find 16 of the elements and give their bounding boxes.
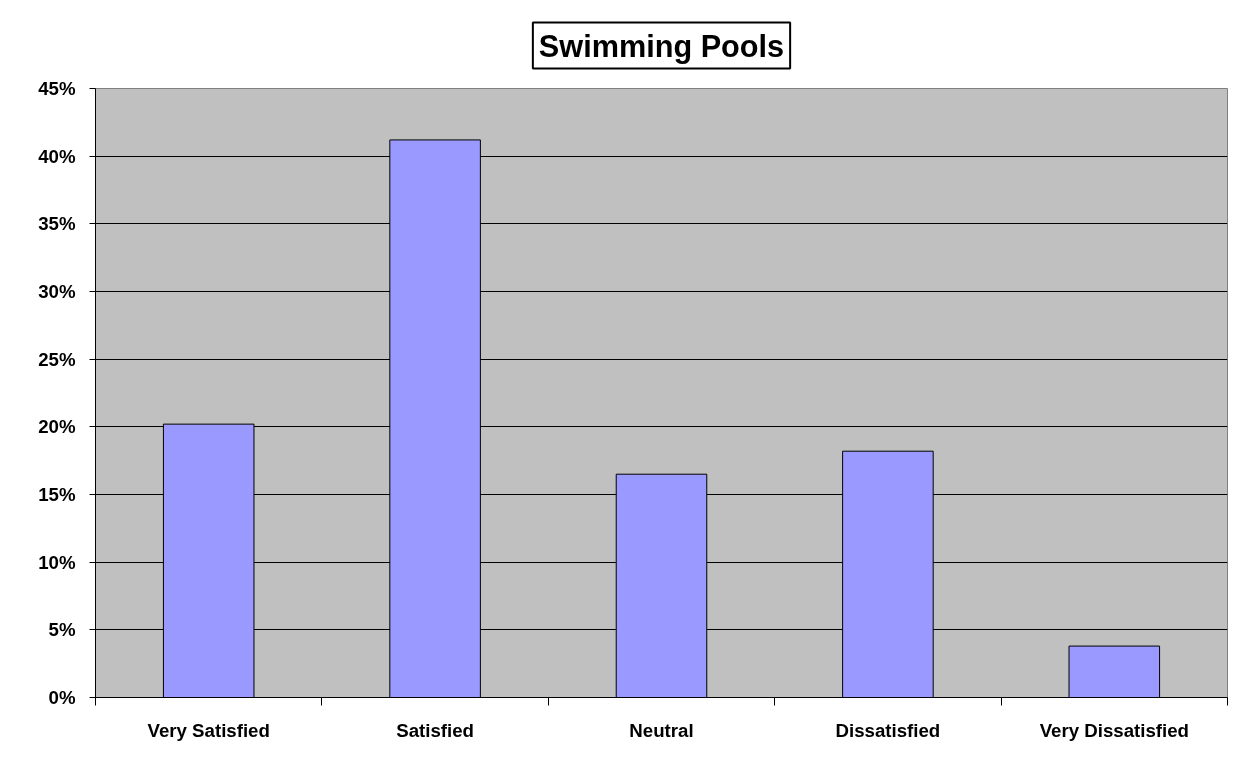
y-tick-label: 35% <box>38 213 76 235</box>
x-tick-label: Very Satisfied <box>147 719 270 741</box>
x-tick-label: Very Dissatisfied <box>1039 719 1189 741</box>
chart-title: Swimming Pools <box>538 28 785 64</box>
x-tick-label: Dissatisfied <box>835 719 941 741</box>
y-tick-label: 40% <box>38 145 76 167</box>
y-tick-label: 45% <box>38 78 76 99</box>
y-tick-label: 15% <box>38 484 76 505</box>
x-tick-label: Neutral <box>629 719 694 741</box>
y-tick-label: 10% <box>38 551 76 573</box>
x-tick-label: Satisfied <box>396 719 474 741</box>
y-tick-label: 25% <box>38 348 76 370</box>
y-tick-label: 0% <box>48 687 76 708</box>
y-tick-label: 20% <box>38 416 76 438</box>
y-tick-label: 5% <box>48 619 76 641</box>
y-tick-label: 30% <box>38 281 76 302</box>
